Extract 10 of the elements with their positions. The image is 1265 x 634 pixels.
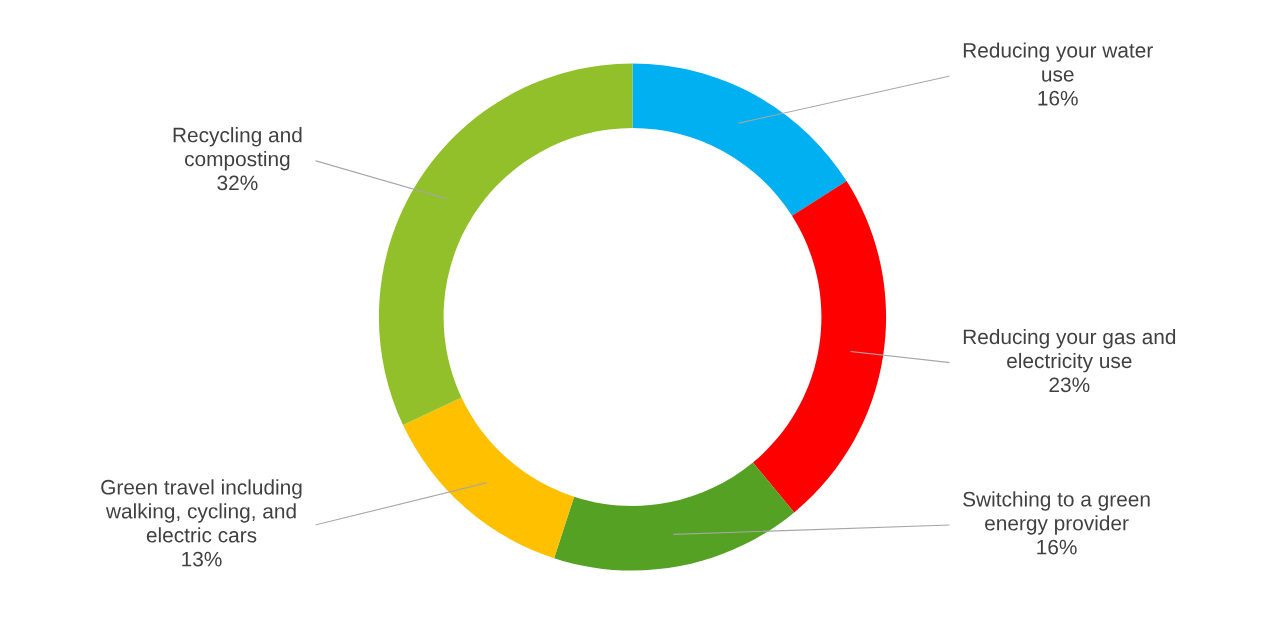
data-label: 13% bbox=[182, 551, 222, 567]
slice-label: Recycling and composting bbox=[173, 127, 302, 171]
data-label: 16% bbox=[1037, 539, 1077, 555]
data-label: 23% bbox=[1049, 377, 1090, 393]
slice-label: Switching to a green energy provider bbox=[963, 491, 1150, 535]
data-label: 16% bbox=[1038, 90, 1078, 106]
slice-label: Reducing your gas and electricity use bbox=[963, 328, 1176, 373]
slice-label: Reducing your water use bbox=[963, 42, 1153, 82]
data-label: 32% bbox=[217, 175, 258, 191]
slice-label: Green travel including walking, cycling, and electric cars bbox=[101, 479, 302, 543]
